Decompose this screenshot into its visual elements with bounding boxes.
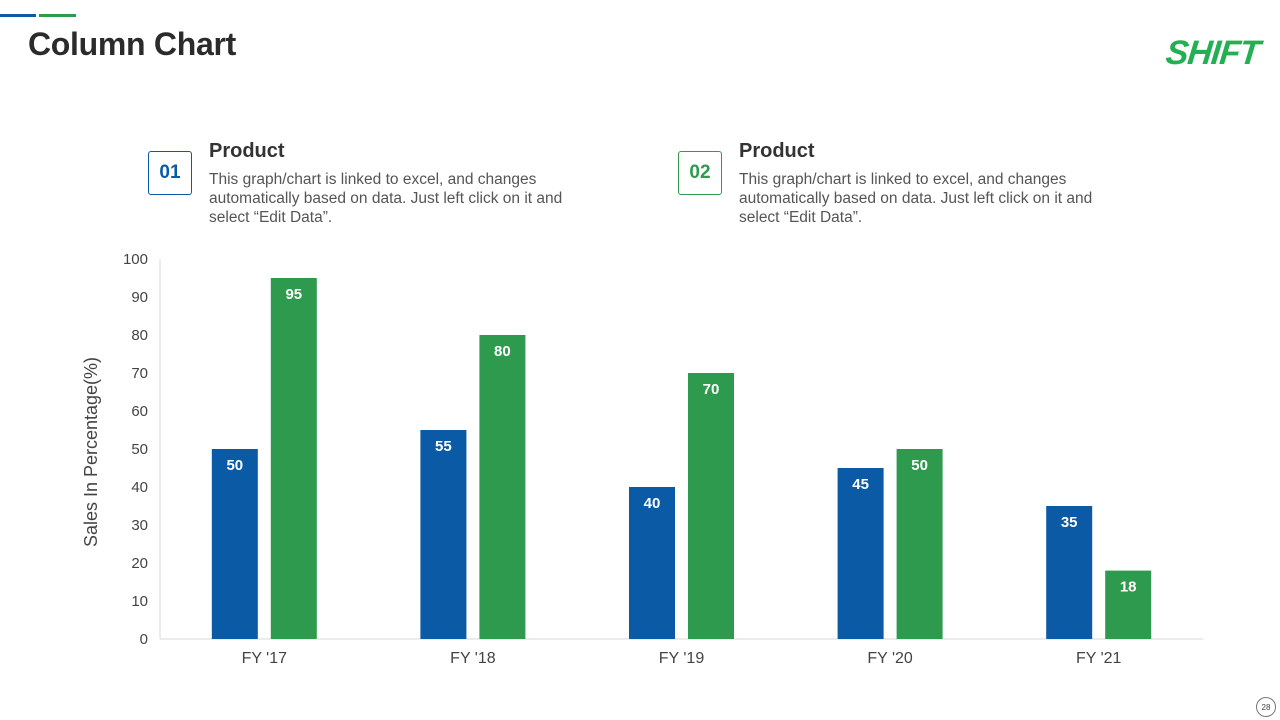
x-tick-label: FY '21 [1076, 650, 1122, 667]
y-tick-label: 10 [131, 593, 148, 610]
data-label: 35 [1061, 514, 1078, 531]
data-label: 50 [226, 457, 243, 474]
y-axis-title: Sales In Percentage(%) [81, 357, 101, 547]
data-label: 80 [494, 343, 511, 360]
bar-2-5 [1105, 570, 1152, 639]
y-tick-label: 30 [131, 517, 148, 534]
bar-2-2 [479, 335, 526, 639]
x-tick-label: FY '20 [867, 650, 913, 667]
y-tick-label: 50 [131, 441, 148, 458]
x-tick-label: FY '17 [242, 650, 288, 667]
data-label: 40 [644, 495, 661, 512]
data-label: 95 [285, 286, 302, 303]
y-tick-label: 20 [131, 555, 148, 572]
bar-1-4 [837, 468, 884, 639]
data-label: 70 [703, 381, 720, 398]
bar-1-2 [420, 430, 467, 639]
page-number: 28 [1256, 697, 1276, 717]
data-label: 18 [1120, 579, 1137, 596]
x-tick-label: FY '19 [659, 650, 705, 667]
y-tick-label: 0 [140, 631, 148, 648]
accent-bar-green [39, 14, 76, 17]
bar-2-1 [270, 278, 317, 639]
y-tick-label: 40 [131, 479, 148, 496]
info-title-1: Product [209, 140, 285, 162]
y-tick-label: 60 [131, 403, 148, 420]
accent-bar-blue [0, 14, 36, 17]
bar-1-5 [1046, 506, 1093, 639]
info-description-1: This graph/chart is linked to excel, and… [209, 171, 563, 226]
info-title-2: Product [739, 140, 815, 162]
x-tick-label: FY '18 [450, 650, 496, 667]
bar-1-3 [629, 487, 675, 639]
number-badge-2: 02 [678, 151, 722, 195]
bar-2-4 [896, 449, 943, 639]
bar-2-3 [688, 373, 734, 639]
y-tick-label: 90 [131, 289, 148, 306]
data-label: 45 [852, 476, 869, 493]
y-tick-label: 100 [123, 251, 148, 268]
bar-1-1 [211, 449, 258, 639]
y-tick-label: 70 [131, 365, 148, 382]
page-title: Column Chart [28, 26, 236, 62]
data-label: 50 [911, 457, 928, 474]
number-badge-1: 01 [148, 151, 192, 195]
info-description-2: This graph/chart is linked to excel, and… [739, 171, 1093, 226]
y-tick-label: 80 [131, 327, 148, 344]
data-label: 55 [435, 438, 452, 455]
